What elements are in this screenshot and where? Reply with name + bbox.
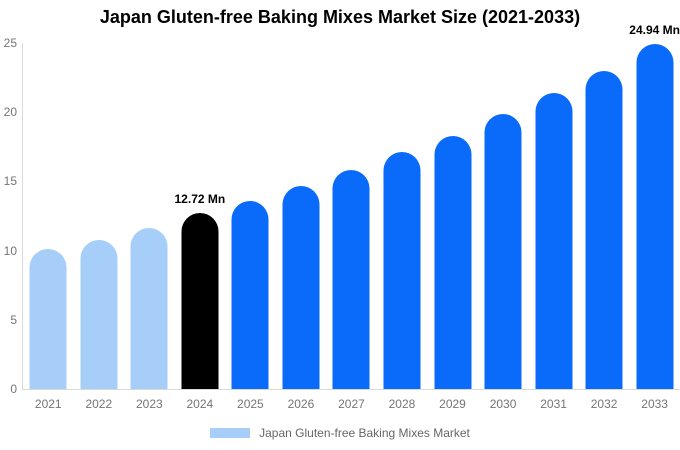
legend[interactable]: Japan Gluten-free Baking Mixes Market bbox=[0, 425, 680, 441]
bar-column-2028: 2028 bbox=[377, 43, 428, 410]
x-tick-label-2030: 2030 bbox=[489, 397, 517, 411]
x-tick-label-2024: 2024 bbox=[186, 397, 214, 411]
bar-column-2031: 2031 bbox=[528, 43, 579, 410]
x-tick-label-2023: 2023 bbox=[135, 397, 163, 411]
x-tick-label-2026: 2026 bbox=[287, 397, 315, 411]
bar-2033[interactable] bbox=[636, 43, 674, 389]
x-tick-label-2021: 2021 bbox=[34, 397, 62, 411]
bar-column-2023: 2023 bbox=[124, 43, 175, 410]
chart-title: Japan Gluten-free Baking Mixes Market Si… bbox=[99, 7, 581, 27]
bar-column-2029: 2029 bbox=[427, 43, 478, 410]
bar-2025[interactable] bbox=[231, 200, 269, 389]
y-tick-label: 15 bbox=[3, 174, 17, 189]
bar-2024[interactable] bbox=[181, 212, 219, 389]
x-tick-label-2025: 2025 bbox=[237, 397, 264, 411]
bar-2026[interactable] bbox=[282, 185, 320, 389]
bar-2021[interactable] bbox=[29, 249, 67, 389]
bar-column-2030: 2030 bbox=[478, 43, 529, 410]
x-tick-label-2031: 2031 bbox=[540, 397, 567, 411]
x-tick-label-2028: 2028 bbox=[388, 397, 416, 411]
bar-2030[interactable] bbox=[484, 113, 522, 389]
bar-2031[interactable] bbox=[535, 92, 573, 389]
x-tick-label-2033: 2033 bbox=[641, 397, 668, 411]
x-tick-label-2032: 2032 bbox=[590, 397, 618, 411]
bar-column-2024: 12.72 Mn 2024 bbox=[174, 43, 226, 410]
x-tick-label-2027: 2027 bbox=[338, 397, 365, 411]
bar-column-2032: 2032 bbox=[579, 43, 630, 410]
bar-2032[interactable] bbox=[585, 70, 623, 389]
y-axis: 0 5 10 15 20 25 bbox=[0, 37, 20, 395]
legend-label: Japan Gluten-free Baking Mixes Market bbox=[259, 426, 470, 440]
bar-column-2027: 2027 bbox=[326, 43, 377, 410]
bar-2029[interactable] bbox=[434, 135, 472, 389]
bar-2022[interactable] bbox=[80, 239, 118, 389]
y-tick-label: 5 bbox=[10, 312, 17, 327]
x-tick-label-2022: 2022 bbox=[85, 397, 113, 411]
plot-area: 2021 2022 2023 12.72 Mn 2024 2025 2026 2027 2028… bbox=[22, 24, 680, 410]
y-tick-label: 10 bbox=[3, 243, 17, 258]
bar-2027[interactable] bbox=[332, 170, 370, 389]
bar-column-2026: 2026 bbox=[276, 43, 327, 410]
y-tick-label: 0 bbox=[10, 382, 17, 396]
bar-column-2025: 2025 bbox=[225, 43, 276, 410]
x-tick-label-2029: 2029 bbox=[439, 397, 466, 411]
bar-column-2021: 2021 bbox=[23, 43, 74, 410]
y-tick-label: 20 bbox=[3, 105, 17, 120]
y-tick-label: 25 bbox=[3, 36, 17, 50]
bar-2028[interactable] bbox=[383, 152, 421, 389]
bar-value-label-2033: 24.94 Mn bbox=[629, 22, 680, 37]
bar-column-2033: 24.94 Mn 2033 bbox=[629, 24, 680, 410]
bar-2023[interactable] bbox=[130, 228, 168, 389]
bar-value-label-2024: 12.72 Mn bbox=[174, 191, 226, 206]
bar-column-2022: 2022 bbox=[74, 43, 125, 410]
legend-swatch-icon bbox=[210, 428, 251, 438]
